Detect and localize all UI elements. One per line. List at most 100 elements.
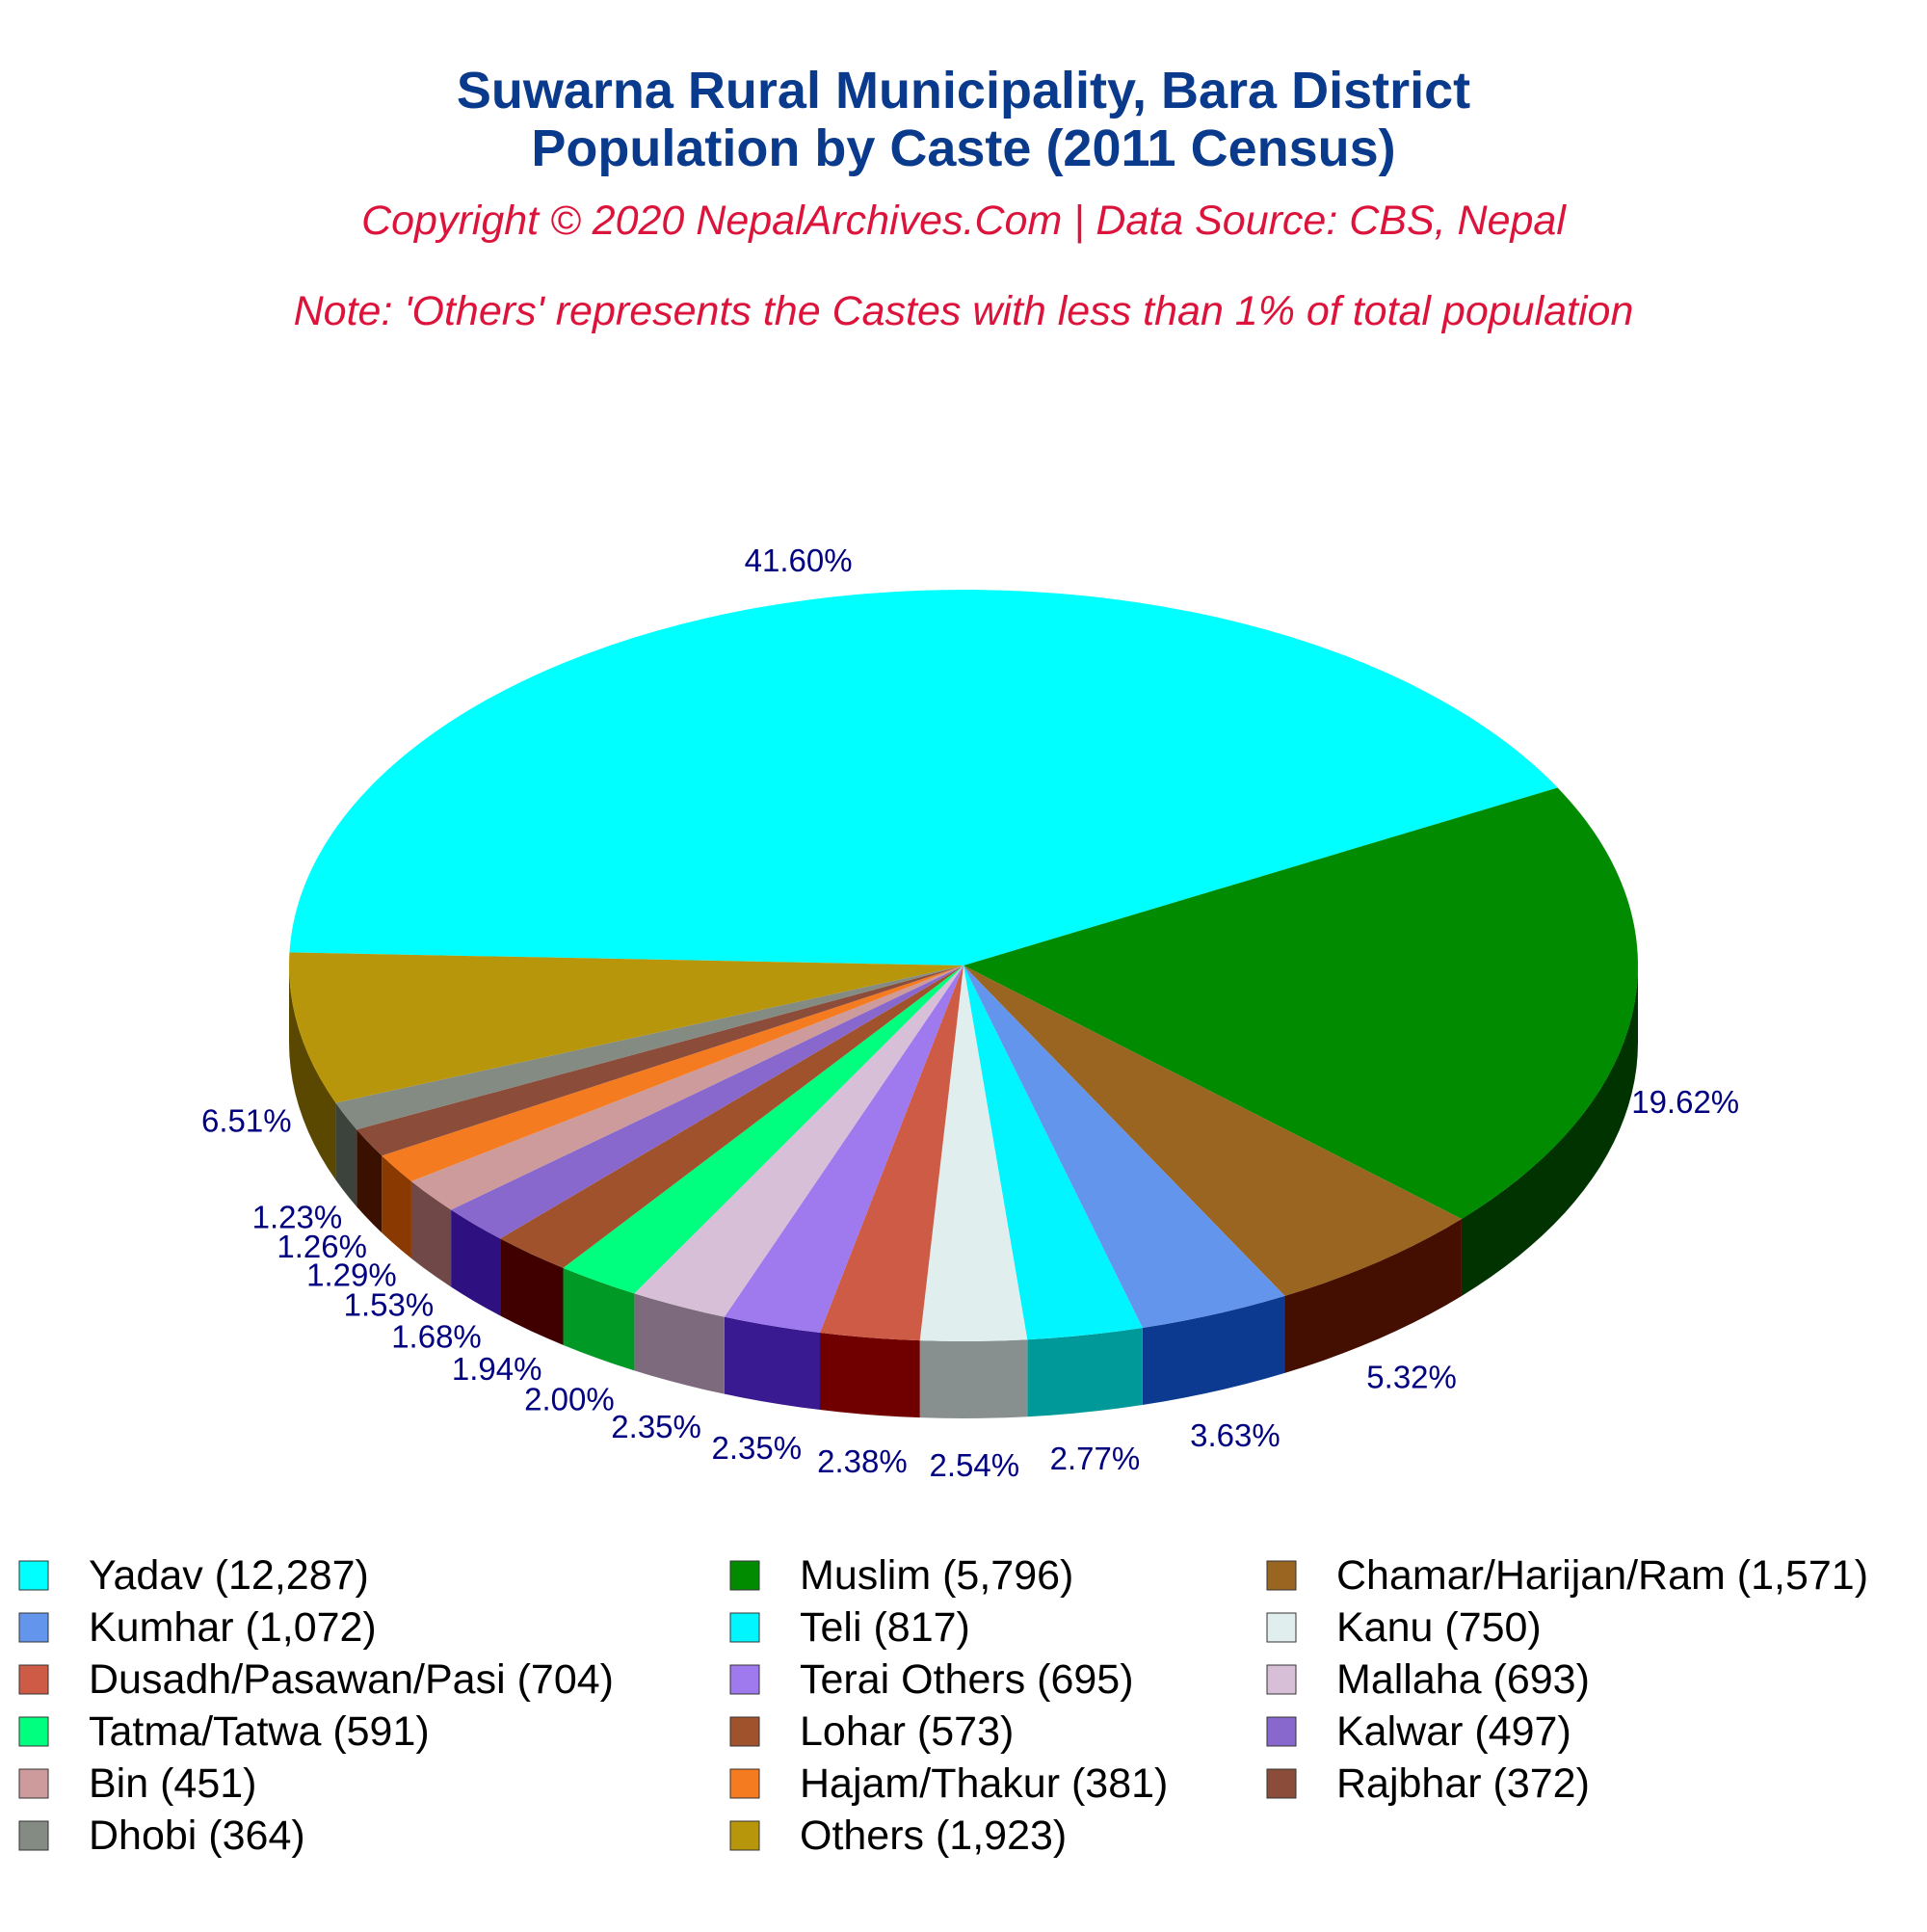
legend-item-mallaha: Mallaha (693) — [1266, 1656, 1590, 1703]
legend-swatch — [1266, 1560, 1297, 1591]
pie-side-muslim — [1461, 966, 1638, 1296]
pie-slice-terai-others — [724, 966, 964, 1334]
legend-label: Dhobi (364) — [89, 1813, 305, 1859]
legend-label: Bin (451) — [89, 1760, 256, 1807]
copyright-text: Copyright © 2020 NepalArchives.Com | Dat… — [361, 198, 1567, 244]
percent-label-kalwar: 1.68% — [391, 1318, 482, 1354]
percent-label-rajbhar: 1.26% — [277, 1229, 367, 1264]
pie-slice-lohar — [500, 966, 964, 1268]
percent-label-dusadh-pasawan-pasi: 2.38% — [817, 1443, 908, 1479]
legend-label: Terai Others (695) — [800, 1656, 1134, 1703]
pie-labels: 41.60% 19.62% 5.32% 3.63% 2.77% 2.54% 2.38% 2.3… — [201, 543, 1739, 1483]
percent-label-teli: 2.77% — [1050, 1441, 1141, 1476]
chart-title-line-1: Suwarna Rural Municipality, Bara Distric… — [457, 62, 1470, 119]
note-text: Note: 'Others' represents the Castes wit… — [294, 288, 1634, 334]
legend-swatch — [729, 1768, 760, 1799]
legend-swatch — [18, 1560, 49, 1591]
pie-slice-hajam-thakur — [382, 966, 964, 1181]
pie-side-chamar-harijan-ram — [1284, 1218, 1462, 1373]
legend-item-kumhar: Kumhar (1,072) — [18, 1604, 377, 1651]
pie-slice-kanu — [919, 966, 1028, 1341]
legend-swatch — [729, 1820, 760, 1851]
legend-swatch — [729, 1560, 760, 1591]
legend-item-bin: Bin (451) — [18, 1760, 256, 1807]
percent-label-yadav: 41.60% — [745, 543, 853, 578]
pie-side-hajam-thakur — [382, 1155, 411, 1258]
legend-item-chamar-harijan-ram: Chamar/Harijan/Ram (1,571) — [1266, 1552, 1868, 1599]
pie-top — [289, 590, 1638, 1341]
pie-slice-others — [289, 952, 964, 1103]
legend-label: Kumhar (1,072) — [89, 1604, 377, 1651]
pie-slice-muslim — [964, 787, 1638, 1219]
pie-side-kanu — [919, 1339, 1028, 1418]
legend-item-dhobi: Dhobi (364) — [18, 1813, 305, 1859]
percent-label-kumhar: 3.63% — [1190, 1417, 1280, 1453]
pie-slice-rajbhar — [356, 966, 964, 1156]
legend-swatch — [18, 1664, 49, 1695]
legend-swatch — [18, 1820, 49, 1851]
legend-label: Mallaha (693) — [1336, 1656, 1590, 1703]
legend: Yadav (12,287) Muslim (5,796) Chamar/Harij… — [18, 1552, 1868, 1859]
percent-label-kanu: 2.54% — [930, 1447, 1020, 1483]
legend-item-teli: Teli (817) — [729, 1604, 970, 1651]
percent-label-terai-others: 2.35% — [712, 1430, 803, 1466]
percent-label-mallaha: 2.35% — [611, 1409, 701, 1444]
legend-swatch — [729, 1612, 760, 1643]
legend-item-terai-others: Terai Others (695) — [729, 1656, 1134, 1703]
pie-side-teli — [1027, 1328, 1143, 1417]
legend-item-rajbhar: Rajbhar (372) — [1266, 1760, 1590, 1807]
pie-side-dhobi — [335, 1102, 357, 1207]
pie-slice-yadav — [289, 590, 1558, 966]
percent-label-hajam-thakur: 1.29% — [306, 1257, 397, 1293]
pie-side-kumhar — [1142, 1295, 1285, 1406]
legend-swatch — [18, 1716, 49, 1747]
pie-slice-kumhar — [964, 966, 1285, 1329]
legend-item-yadav: Yadav (12,287) — [18, 1552, 369, 1599]
pie-slice-dhobi — [335, 966, 964, 1130]
pie-side-rajbhar — [356, 1129, 383, 1233]
legend-item-muslim: Muslim (5,796) — [729, 1552, 1073, 1599]
pie-slice-tatma-tatwa — [563, 966, 964, 1294]
percent-label-others: 6.51% — [201, 1103, 292, 1139]
pie-slice-dusadh-pasawan-pasi — [820, 966, 964, 1341]
legend-swatch — [18, 1768, 49, 1799]
legend-swatch — [1266, 1768, 1297, 1799]
pie-slice-mallaha — [634, 966, 964, 1317]
legend-label: Kanu (750) — [1336, 1604, 1542, 1651]
percent-label-tatma-tatwa: 2.00% — [524, 1381, 615, 1416]
legend-swatch — [1266, 1664, 1297, 1695]
percent-label-dhobi: 1.23% — [252, 1200, 343, 1235]
legend-swatch — [1266, 1612, 1297, 1643]
legend-item-tatma-tatwa: Tatma/Tatwa (591) — [18, 1708, 430, 1755]
legend-item-hajam-thakur: Hajam/Thakur (381) — [729, 1760, 1168, 1807]
legend-item-kalwar: Kalwar (497) — [1266, 1708, 1571, 1755]
chart-title-line-2: Population by Caste (2011 Census) — [531, 119, 1395, 177]
legend-label: Tatma/Tatwa (591) — [89, 1708, 430, 1755]
legend-label: Chamar/Harijan/Ram (1,571) — [1336, 1552, 1868, 1599]
pie-sides — [289, 966, 1638, 1418]
legend-item-kanu: Kanu (750) — [1266, 1604, 1542, 1651]
legend-label: Kalwar (497) — [1336, 1708, 1571, 1755]
pie-slice-teli — [964, 966, 1143, 1340]
legend-swatch — [729, 1664, 760, 1695]
legend-label: Lohar (573) — [800, 1708, 1014, 1755]
pie-side-mallaha — [634, 1293, 725, 1394]
pie-side-bin — [410, 1180, 452, 1287]
percent-label-lohar: 1.94% — [452, 1351, 542, 1387]
legend-item-dusadh-pasawan-pasi: Dusadh/Pasawan/Pasi (704) — [18, 1656, 614, 1703]
percent-label-muslim: 19.62% — [1631, 1084, 1739, 1120]
legend-swatch — [1266, 1716, 1297, 1747]
legend-label: Muslim (5,796) — [800, 1552, 1073, 1599]
legend-label: Others (1,923) — [800, 1813, 1067, 1859]
legend-item-others: Others (1,923) — [729, 1813, 1067, 1859]
legend-label: Yadav (12,287) — [89, 1552, 369, 1599]
legend-label: Teli (817) — [800, 1604, 970, 1651]
pie-side-kalwar — [451, 1209, 501, 1316]
pie-side-others — [289, 966, 336, 1180]
legend-label: Rajbhar (372) — [1336, 1760, 1590, 1807]
legend-item-lohar: Lohar (573) — [729, 1708, 1014, 1755]
legend-swatch — [729, 1716, 760, 1747]
legend-label: Dusadh/Pasawan/Pasi (704) — [89, 1656, 614, 1703]
pie-slice-bin — [410, 966, 964, 1210]
